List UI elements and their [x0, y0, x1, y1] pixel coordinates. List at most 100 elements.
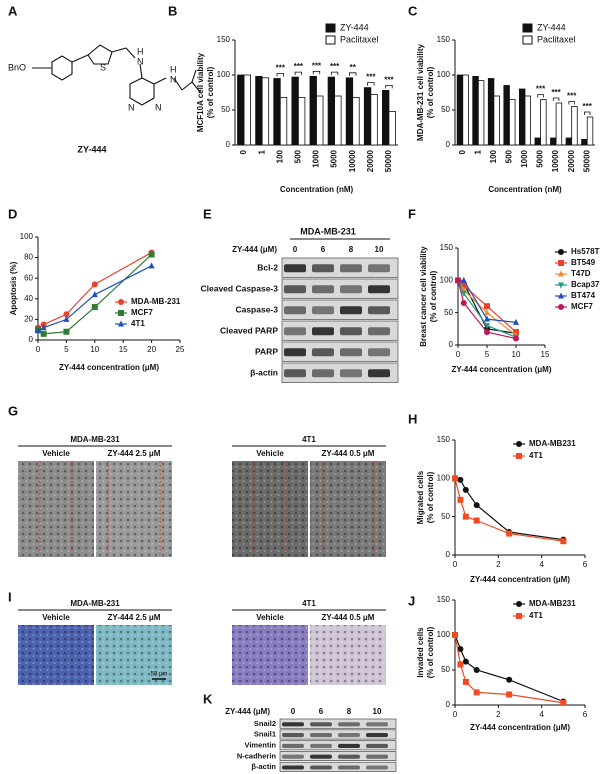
protein-label: Snail1 — [254, 730, 276, 739]
significance-label: *** — [312, 62, 322, 71]
series-line — [457, 280, 517, 340]
significance-bracket — [584, 111, 591, 115]
treatment-label: ZY-444 (μM) — [225, 707, 270, 716]
legend-marker — [118, 299, 124, 305]
marker — [484, 309, 490, 316]
significance-bracket — [294, 71, 303, 76]
image-label: Vehicle — [42, 449, 70, 458]
lane-label: 8 — [347, 707, 352, 716]
y-axis-label: (% of control) — [426, 66, 435, 118]
y-axis-label: (% of control) — [429, 270, 438, 322]
x-tick-label: 1000 — [312, 149, 321, 167]
protein-label: Snail2 — [254, 719, 276, 728]
blot-band — [284, 327, 306, 336]
marker — [35, 327, 41, 334]
atom-label: BnO — [8, 62, 26, 72]
bar — [586, 116, 594, 146]
scale-bar-label: 50 μm — [151, 672, 168, 678]
x-tick-label: 1 — [257, 149, 266, 154]
bar — [327, 76, 336, 146]
micrograph-texture — [18, 625, 94, 685]
blot-band — [310, 754, 332, 759]
bar — [519, 88, 526, 146]
blot-band — [282, 754, 304, 759]
y-tick-label: 100 — [217, 70, 231, 79]
image-label: Vehicle — [42, 613, 70, 622]
legend-label: Paclitaxel — [340, 34, 379, 44]
x-tick-label: 0 — [453, 710, 458, 719]
lane-label: 10 — [375, 245, 384, 254]
x-tick-label: 0 — [36, 345, 41, 354]
marker — [513, 335, 519, 342]
marker — [91, 281, 98, 288]
y-tick-label: 50 — [221, 105, 230, 114]
treatment-label: ZY-444 (μM) — [232, 245, 277, 254]
series-line — [454, 478, 564, 542]
protein-label: Vimentin — [244, 740, 276, 749]
blot-band — [368, 306, 390, 315]
bar — [363, 87, 372, 146]
blot-band — [368, 285, 390, 294]
blot-strip — [279, 761, 397, 772]
significance-label: *** — [384, 76, 394, 85]
bar — [345, 77, 354, 146]
bond — [191, 69, 197, 83]
y-tick-label: 150 — [440, 243, 454, 252]
series-line — [454, 634, 564, 704]
atom-label: N — [137, 56, 144, 66]
significance-bracket — [568, 101, 575, 105]
panel-label: B — [168, 3, 177, 18]
blot-band — [340, 327, 362, 336]
blot-band — [338, 733, 360, 738]
protein-label: Bcl-2 — [257, 262, 278, 272]
bar — [370, 94, 378, 146]
marker — [473, 517, 480, 524]
marker — [462, 678, 469, 685]
x-tick-label: 50000 — [384, 149, 393, 172]
x-tick-label: 100 — [275, 149, 284, 163]
y-tick-label: 0 — [446, 550, 451, 559]
y-tick-label: 50 — [441, 512, 450, 521]
bar — [550, 137, 557, 146]
x-axis-label: ZY-444 concentration (μM) — [470, 723, 570, 732]
significance-bracket — [330, 71, 339, 76]
x-axis-label: Concentration (nM) — [280, 185, 354, 194]
bar — [509, 99, 516, 146]
blot-band — [284, 285, 306, 294]
y-tick-label: 150 — [437, 35, 451, 44]
legend-label: Bcap37 — [571, 280, 600, 289]
significance-label: *** — [536, 85, 546, 94]
blot-band — [366, 754, 388, 759]
micrograph-texture — [96, 461, 172, 557]
x-tick-label: 0 — [456, 350, 461, 359]
bond — [173, 77, 183, 91]
blot-strip — [279, 729, 397, 740]
atom-label: N — [170, 74, 177, 84]
x-tick-label: 50000 — [582, 149, 591, 172]
lane-label: 8 — [349, 245, 354, 254]
x-tick-label: 500 — [293, 149, 302, 163]
legend-label: MDA-MB231 — [529, 439, 576, 448]
panel-label: I — [8, 589, 12, 604]
bar — [487, 78, 495, 146]
bar — [462, 74, 469, 146]
significance-bracket — [312, 71, 321, 75]
panel-label: E — [203, 206, 212, 221]
significance-bracket — [385, 85, 393, 89]
blot-band — [312, 348, 334, 357]
bond — [139, 63, 143, 79]
bar — [316, 95, 324, 146]
blot-band — [368, 348, 390, 357]
y-axis-label: (% of control) — [206, 66, 215, 118]
bar — [237, 74, 245, 146]
micrograph-texture — [310, 625, 386, 685]
y-tick-label: 100 — [437, 473, 451, 482]
blot-band — [284, 306, 306, 315]
y-tick-label: 0 — [446, 140, 451, 149]
marker — [460, 299, 467, 306]
blot-band — [368, 327, 390, 336]
blot-title: MDA-MB-231 — [300, 226, 356, 236]
bar — [243, 74, 251, 146]
y-tick-label: 150 — [437, 595, 451, 604]
